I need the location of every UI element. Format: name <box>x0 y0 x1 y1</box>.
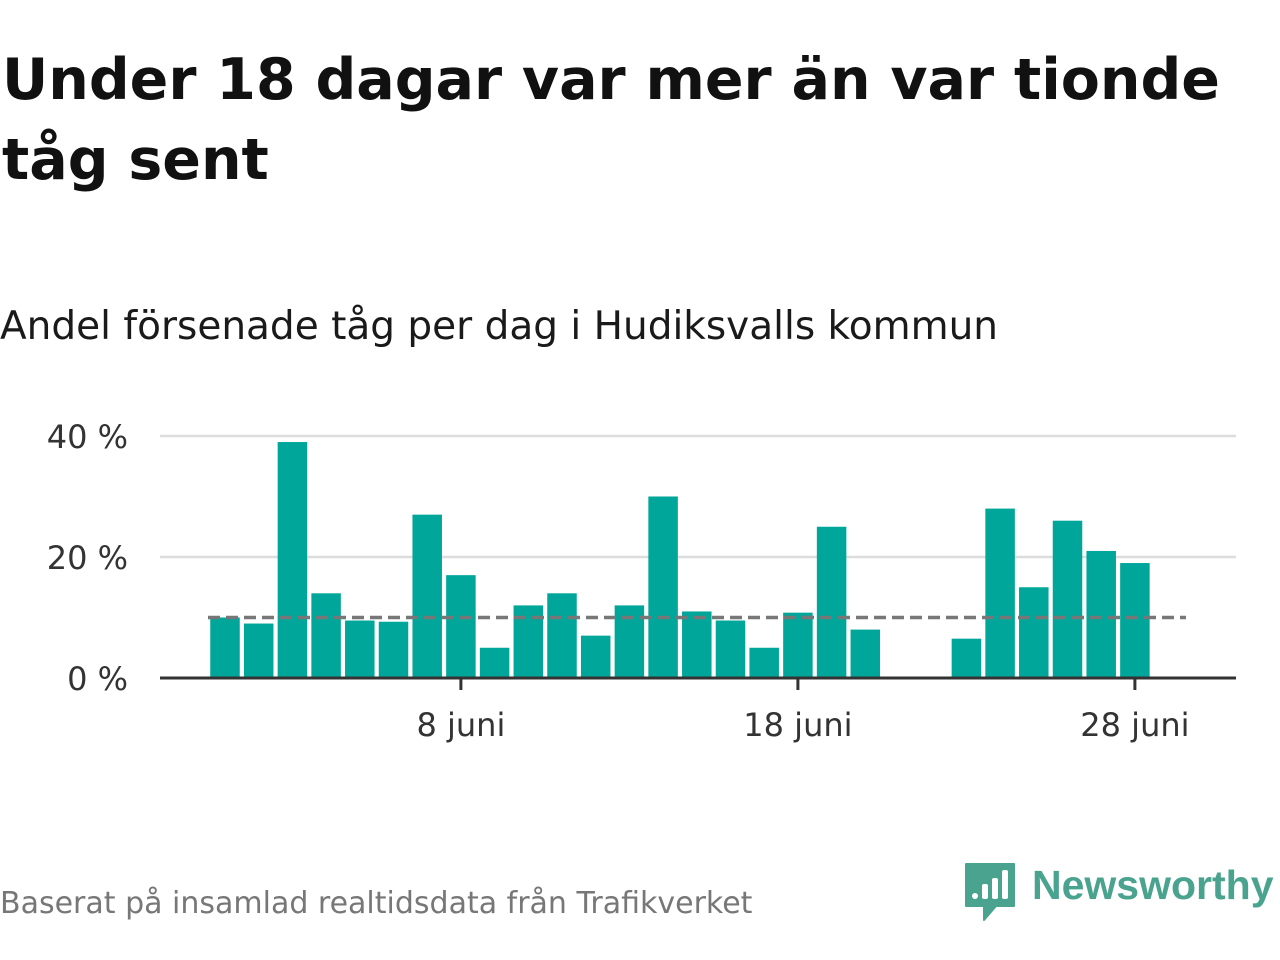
bar <box>378 621 409 678</box>
bar <box>1052 520 1083 678</box>
bar <box>446 575 476 678</box>
x-tick-label: 8 juni <box>416 706 505 744</box>
brand-logo: Newsworthy <box>962 860 1274 926</box>
bar <box>985 508 1015 678</box>
bar-chart: 0 % 20 % 40 % 8 juni 18 juni 28 juni <box>47 418 1236 744</box>
bar <box>547 593 577 678</box>
bar <box>816 526 847 678</box>
x-tick-label: 28 juni <box>1080 706 1189 744</box>
axes: 0 % 20 % 40 % 8 juni 18 juni 28 juni <box>47 418 1236 744</box>
y-tick-label: 20 % <box>47 539 128 577</box>
bar <box>951 638 982 678</box>
bar <box>850 629 881 678</box>
bar <box>580 635 611 678</box>
chart-subtitle: Andel försenade tåg per dag i Hudiksvall… <box>0 304 999 349</box>
newsworthy-logo-icon <box>965 863 1015 921</box>
bar <box>412 514 442 678</box>
bar <box>682 611 712 678</box>
y-tick-label: 40 % <box>47 418 128 456</box>
bar <box>648 496 678 678</box>
bar <box>715 620 746 678</box>
bar <box>345 620 375 678</box>
bar <box>277 442 308 678</box>
bar <box>311 593 341 678</box>
bar <box>479 647 510 678</box>
y-tick-label: 0 % <box>67 660 128 698</box>
bar <box>749 647 779 678</box>
source-note: Baserat på insamlad realtidsdata från Tr… <box>0 886 753 921</box>
bar <box>1120 563 1150 678</box>
bar <box>783 612 813 678</box>
bar <box>1019 587 1049 678</box>
bar <box>210 617 240 678</box>
chart-title: Under 18 dagar var mer än var tionde tåg… <box>2 47 1220 193</box>
brand-name: Newsworthy <box>1032 862 1274 908</box>
bar <box>243 623 274 678</box>
bars <box>210 442 1150 678</box>
bar <box>1086 550 1116 678</box>
x-tick-label: 18 juni <box>743 706 852 744</box>
